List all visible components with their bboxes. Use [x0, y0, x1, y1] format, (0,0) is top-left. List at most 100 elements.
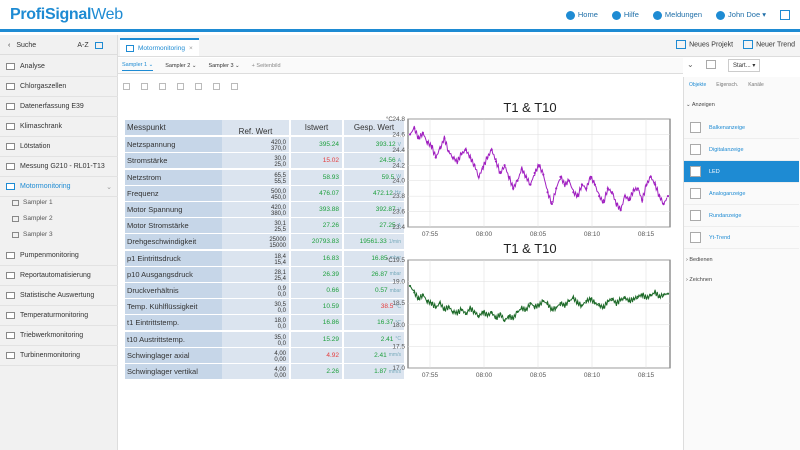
saved-value: 393.12 V [344, 137, 404, 153]
user-menu[interactable]: John Doe ▾ [716, 10, 766, 20]
undo-icon[interactable] [123, 82, 130, 90]
table-row: p10 Ausgangsdruck 28,1 25,4 26.39 26.87 mbar [125, 266, 404, 283]
ref-value: 30,5 0,0 [222, 299, 289, 315]
sampler-tabs: Sampler 1 ⌄ Sampler 2 ⌄ Sampler 3 ⌄ + Se… [118, 58, 683, 74]
x-tick-label: 08:15 [638, 372, 655, 379]
align-icon[interactable] [213, 82, 220, 90]
sidebar-item[interactable]: Reportautomatisierung [0, 266, 118, 286]
actual-value: 15.29 [291, 331, 342, 347]
sidebar-item-label: Analyse [20, 63, 45, 70]
sidebar-subitem[interactable]: Sampler 1 [12, 199, 53, 206]
ref-value: 4,00 0,00 [222, 364, 289, 379]
copy-icon[interactable] [159, 82, 166, 90]
data-point [602, 306, 605, 309]
chevron-down-icon: ⌄ [106, 183, 112, 191]
table-row: t10 Austrittstemp. 35,0 0,0 15.29 2.41 °C [125, 331, 404, 348]
paste-icon[interactable] [177, 82, 184, 90]
widget-label: Digitalanzeige [709, 146, 744, 153]
dropdown-chevron-icon[interactable]: ⌄ [687, 60, 694, 69]
sidebar-item[interactable]: Analyse [0, 57, 118, 77]
widget-item[interactable]: Balkenanzeige [684, 117, 799, 139]
data-point [439, 302, 442, 305]
data-point [662, 293, 665, 296]
data-point [469, 156, 472, 159]
row-name: Stromstärke [125, 153, 222, 169]
data-point [503, 319, 506, 322]
folder-icon [6, 103, 15, 110]
delete-icon[interactable] [195, 82, 202, 90]
widget-item[interactable]: LED [684, 161, 799, 183]
saved-value: 59.5 W [344, 169, 404, 185]
add-page-button[interactable]: + Seitenbild [251, 62, 281, 69]
data-point [503, 164, 506, 167]
save-icon[interactable] [706, 60, 716, 69]
sidebar-item[interactable]: Temperaturmonitoring [0, 306, 118, 326]
data-point [421, 131, 424, 134]
ref-value: 30,1 25,5 [222, 218, 289, 234]
sidebar-subitem[interactable]: Sampler 2 [12, 215, 53, 222]
data-point [585, 299, 588, 303]
sampler-tab-3[interactable]: Sampler 3 ⌄ [208, 62, 240, 69]
sampler-icon [12, 199, 19, 206]
new-project-button[interactable]: Neues Projekt [676, 40, 733, 49]
tab-motormonitoring[interactable]: Motormonitoring × [120, 38, 199, 56]
section-zeichnen[interactable]: › Zeichnen [686, 277, 713, 283]
tab-eigenschaften[interactable]: Eigensch. [716, 82, 739, 88]
redo-icon[interactable] [141, 82, 148, 90]
actual-value: 26.39 [291, 266, 342, 282]
widget-item[interactable]: Digitalanzeige [684, 139, 799, 161]
chevron-left-icon[interactable]: ‹ [8, 42, 11, 49]
search-input[interactable]: Suche [16, 42, 37, 49]
sidebar-subitem[interactable]: Sampler 3 [12, 231, 53, 238]
sidebar-item[interactable]: Pumpenmonitoring [0, 246, 118, 266]
sidebar-search[interactable]: ‹ Suche A-Z [0, 37, 118, 55]
chart-title: T1 & T10 [503, 241, 556, 256]
sidebar-item-label: Motormonitoring [20, 183, 71, 190]
y-tick-label: 18.5 [392, 300, 405, 307]
sidebar-item-label: Statistische Auswertung [20, 292, 95, 299]
sort-az-button[interactable]: A-Z [77, 42, 89, 49]
actual-value: 395.24 [291, 137, 342, 153]
saved-value: 26.87 mbar [344, 266, 404, 282]
data-point [430, 302, 433, 305]
sidebar-item[interactable]: Lötstation [0, 137, 118, 157]
help-link[interactable]: Hilfe [611, 10, 639, 20]
messages-link[interactable]: Meldungen [652, 10, 702, 20]
data-point [589, 297, 592, 300]
data-point [623, 296, 627, 300]
grid-icon[interactable] [231, 82, 238, 90]
section-bedienen[interactable]: › Bedienen [686, 257, 713, 263]
actual-value: 16.86 [291, 315, 342, 331]
close-tab-icon[interactable]: × [188, 44, 193, 52]
sampler-tab-1[interactable]: Sampler 1 ⌄ [122, 60, 154, 71]
saved-value: 24.56 A [344, 153, 404, 169]
sidebar-item[interactable]: Klimaschrank [0, 117, 118, 137]
logout-icon[interactable] [780, 10, 790, 20]
widget-item[interactable]: Rundanzeige [684, 205, 799, 227]
data-point [636, 295, 639, 298]
home-link[interactable]: Home [565, 10, 598, 20]
calendar-icon[interactable] [94, 42, 103, 49]
tab-objekte[interactable]: Objekte [689, 82, 707, 88]
sidebar-item[interactable]: Statistische Auswertung [0, 286, 118, 306]
data-point [482, 310, 485, 313]
widget-item[interactable]: Yt-Trend [684, 227, 799, 249]
widget-item[interactable]: Analoganzeige [684, 183, 799, 205]
sidebar-item[interactable]: Datenerfassung E39 [0, 97, 118, 117]
tab-kanaele[interactable]: Kanäle [748, 82, 764, 88]
data-point [520, 307, 523, 310]
sampler-tab-2[interactable]: Sampler 2 ⌄ [165, 62, 197, 69]
ref-value: 28,1 25,4 [222, 266, 289, 282]
sidebar-item[interactable]: Triebwerkmonitoring [0, 326, 118, 346]
ref-value: 420,0 380,0 [222, 202, 289, 217]
section-anzeigen[interactable]: ⌄ Anzeigen [686, 102, 715, 108]
sidebar-item[interactable]: Motormonitoring ⌄ [0, 177, 118, 197]
sidebar-item[interactable]: Messung G210 - RL01-T13 [0, 157, 118, 177]
sidebar-item[interactable]: Turbinenmonitoring [0, 346, 118, 366]
start-button[interactable]: Start... ▾ [728, 59, 761, 72]
sidebar-item[interactable]: Chlorgaszellen [0, 77, 118, 97]
folder-icon [6, 143, 15, 150]
new-trend-button[interactable]: Neuer Trend [743, 40, 795, 49]
data-point [512, 187, 515, 190]
data-point [658, 195, 661, 198]
